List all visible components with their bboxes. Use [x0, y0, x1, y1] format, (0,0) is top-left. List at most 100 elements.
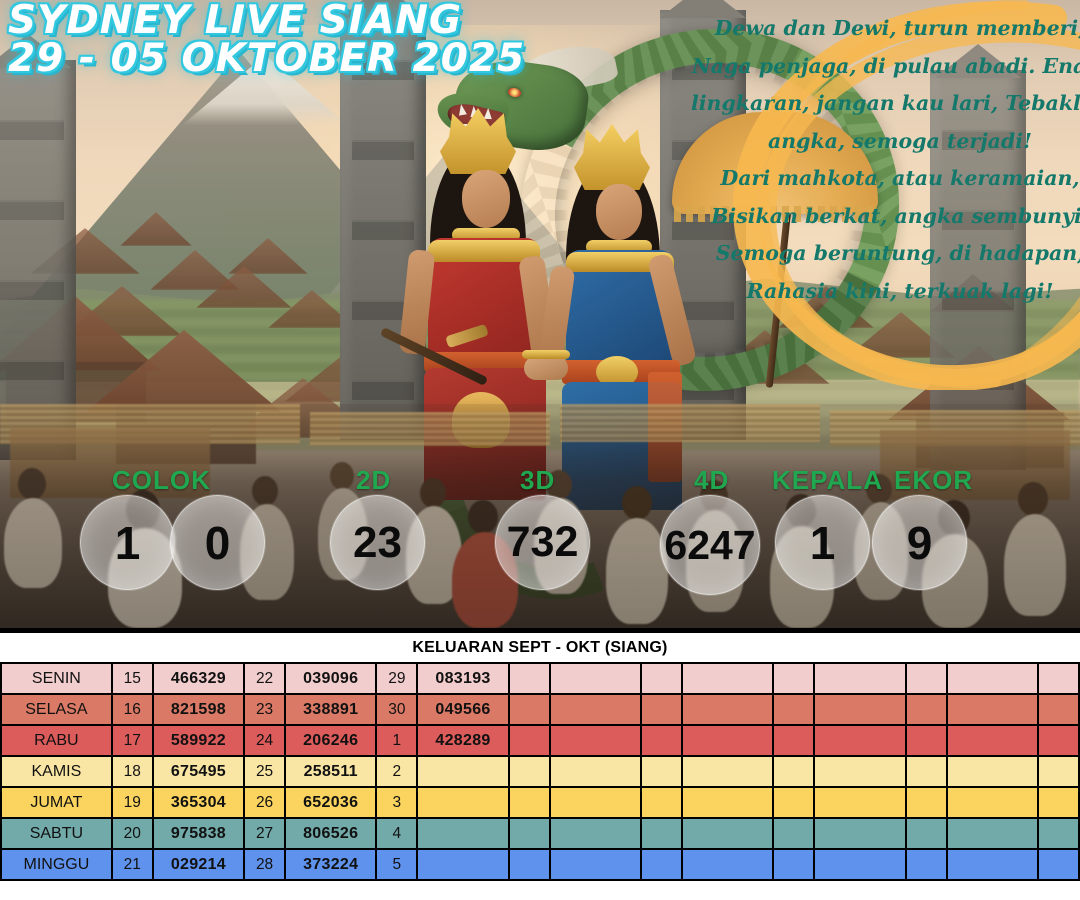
poem-line-4: angka, semoga terjadi!	[767, 128, 1033, 153]
table-cell-date	[904, 817, 948, 850]
table-cell-date	[1036, 755, 1080, 788]
table-cell-result: 652036	[284, 786, 378, 819]
table-cell-result	[813, 662, 907, 695]
table-cell-date	[904, 755, 948, 788]
table-cell-result: 821598	[151, 693, 246, 726]
table-cell-result	[548, 848, 642, 881]
table-cell-result	[680, 662, 775, 695]
table-cell-date	[904, 724, 948, 757]
table-cell-date: 2	[375, 755, 419, 788]
table-cell-date: 20	[110, 817, 154, 850]
table-cell-date	[507, 662, 551, 695]
table-cell-result	[945, 693, 1039, 726]
table-cell-date: 18	[110, 755, 154, 788]
table-cell-result	[813, 786, 907, 819]
table-cell-date: 17	[110, 724, 154, 757]
result-label-2d: 2D	[356, 465, 392, 495]
table-cell-date	[639, 755, 683, 788]
page-title: SYDNEY LIVE SIANG 29 - 05 OKTOBER 2025	[8, 0, 525, 78]
table-cell-result	[416, 755, 510, 788]
result-label-kepala: KEPALA	[772, 465, 883, 495]
table-cell-date	[772, 693, 816, 726]
table-cell-date	[772, 755, 816, 788]
table-cell-result: 589922	[151, 724, 246, 757]
table-cell-date: 19	[110, 786, 154, 819]
table-cell-day: RABU	[0, 724, 113, 757]
table-cell-date	[639, 724, 683, 757]
table-cell-date: 16	[110, 693, 154, 726]
table-cell-result	[945, 786, 1039, 819]
table-cell-result	[548, 662, 642, 695]
table-header-title: KELUARAN SEPT - OKT (SIANG)	[0, 633, 1080, 662]
result-label-ekor: EKOR	[894, 465, 974, 495]
result-label-3d: 3D	[520, 465, 556, 495]
table-cell-result: 029214	[151, 848, 246, 881]
poem-line-7: Semoga beruntung, di hadapan,	[715, 241, 1080, 265]
table-row: RABU 17 589922 24 206246 1 428289	[0, 724, 1080, 757]
table-cell-result: 049566	[416, 693, 510, 726]
result-ball-colok-1: 1	[80, 495, 175, 590]
title-line-1: SYDNEY LIVE SIANG	[8, 0, 462, 43]
table-cell-date	[507, 724, 551, 757]
table-cell-date: 24	[243, 724, 287, 757]
table-cell-date: 27	[243, 817, 287, 850]
result-ball-ekor: 9	[872, 495, 967, 590]
table-cell-result	[680, 786, 775, 819]
table-cell-date	[507, 693, 551, 726]
table-cell-result	[416, 848, 510, 881]
result-ball-2d: 23	[330, 495, 425, 590]
table-row: JUMAT 19 365304 26 652036 3	[0, 786, 1080, 819]
table-cell-date	[507, 786, 551, 819]
table-cell-result	[680, 693, 775, 726]
table-cell-result: 975838	[151, 817, 246, 850]
table-cell-result: 806526	[284, 817, 378, 850]
table-cell-result: 365304	[151, 786, 246, 819]
table-cell-date: 4	[375, 817, 419, 850]
table-cell-date	[1036, 662, 1080, 695]
joined-hands	[524, 356, 568, 380]
table-row: SABTU 20 975838 27 806526 4	[0, 817, 1080, 850]
table-cell-result: 039096	[284, 662, 378, 695]
table-cell-result: 428289	[416, 724, 510, 757]
keluaran-table: SENIN 15 466329 22 039096 29 083193 SELASA 16 821…	[0, 662, 1080, 881]
table-cell-date: 15	[110, 662, 154, 695]
table-row: SELASA 16 821598 23 338891 30 049566	[0, 693, 1080, 726]
table-row: MINGGU 21 029214 28 373224 5	[0, 848, 1080, 881]
table-cell-date: 21	[110, 848, 154, 881]
table-cell-result	[813, 724, 907, 757]
table-cell-result: 338891	[284, 693, 378, 726]
table-cell-result	[945, 662, 1039, 695]
table-cell-result	[548, 817, 642, 850]
orange-circle-brush-icon	[732, 0, 1080, 390]
table-cell-date	[772, 848, 816, 881]
result-ball-kepala: 1	[775, 495, 870, 590]
table-cell-day: SABTU	[0, 817, 113, 850]
table-cell-result: 083193	[416, 662, 510, 695]
result-label-colok: COLOK	[112, 465, 211, 495]
table-cell-date: 23	[243, 693, 287, 726]
table-cell-day: KAMIS	[0, 755, 113, 788]
table-cell-date	[1036, 724, 1080, 757]
table-cell-date	[904, 848, 948, 881]
table-cell-result: 258511	[284, 755, 378, 788]
poem-text: Dewa dan Dewi, turun memberi, Naga penja…	[690, 10, 1080, 310]
table-cell-result	[548, 693, 642, 726]
result-label-4d: 4D	[694, 465, 730, 495]
table-cell-result	[945, 724, 1039, 757]
result-numbers-row: COLOK 1 0 2D 23 3D 732 4D 6247 KEPALA 1 …	[0, 455, 1080, 605]
result-ball-colok-2: 0	[170, 495, 265, 590]
stone-gate-far-left	[0, 60, 76, 460]
table-cell-result	[813, 848, 907, 881]
table-cell-date	[1036, 817, 1080, 850]
table-cell-date	[904, 786, 948, 819]
table-body: SENIN 15 466329 22 039096 29 083193 SELASA 16 821…	[0, 662, 1080, 881]
table-row: SENIN 15 466329 22 039096 29 083193	[0, 662, 1080, 695]
table-cell-result: 373224	[284, 848, 378, 881]
table-cell-date: 3	[375, 786, 419, 819]
table-cell-date: 5	[375, 848, 419, 881]
table-cell-date	[1036, 786, 1080, 819]
table-cell-date: 28	[243, 848, 287, 881]
table-cell-date	[639, 817, 683, 850]
table-cell-date	[772, 817, 816, 850]
table-cell-date: 22	[243, 662, 287, 695]
